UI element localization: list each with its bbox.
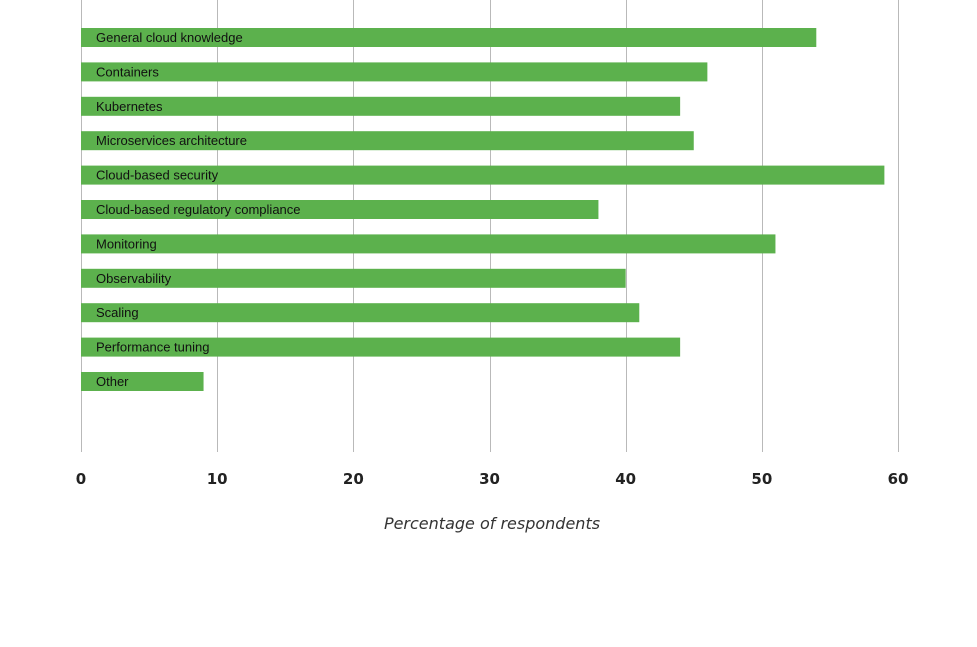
bar-label: Containers — [96, 64, 159, 79]
bar-label: Performance tuning — [96, 340, 209, 355]
bar-label: Scaling — [96, 305, 139, 320]
bar — [81, 234, 776, 254]
x-axis-title: Percentage of respondents — [384, 514, 600, 533]
bar-label: Microservices architecture — [96, 133, 247, 148]
bars — [81, 28, 885, 391]
x-tick-label: 40 — [615, 470, 636, 488]
bar — [81, 337, 681, 357]
bar-label: Observability — [96, 271, 172, 286]
x-tick-label: 0 — [76, 470, 86, 488]
bar — [81, 372, 204, 391]
bar-label: Kubernetes — [96, 99, 163, 114]
x-axis-ticks: 0 10 20 30 40 50 60 — [76, 470, 909, 488]
bar — [81, 200, 599, 219]
bar — [81, 96, 681, 116]
bar — [81, 131, 694, 151]
bar — [81, 268, 626, 288]
bar-label: Cloud-based regulatory compliance — [96, 202, 301, 217]
bar — [81, 303, 640, 323]
x-tick-label: 30 — [479, 470, 500, 488]
x-tick-label: 50 — [751, 470, 772, 488]
x-tick-label: 20 — [343, 470, 364, 488]
bar — [81, 165, 885, 185]
bar-labels: General cloud knowledge Containers Kuberne… — [96, 30, 301, 389]
bar-label: General cloud knowledge — [96, 30, 243, 45]
bar — [81, 28, 817, 47]
bar — [81, 62, 708, 82]
x-tick-label: 10 — [207, 470, 228, 488]
x-tick-label: 60 — [888, 470, 909, 488]
bar-label: Other — [96, 374, 129, 389]
bar-label: Cloud-based security — [96, 168, 219, 183]
bar-label: Monitoring — [96, 236, 157, 251]
